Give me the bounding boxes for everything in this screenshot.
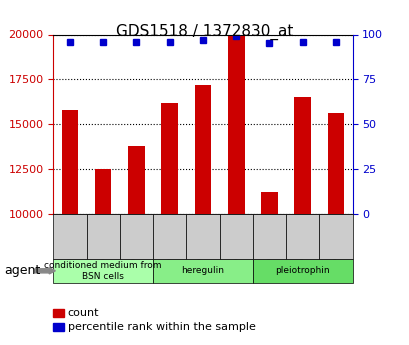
- Text: heregulin: heregulin: [181, 266, 224, 275]
- Text: percentile rank within the sample: percentile rank within the sample: [67, 322, 255, 332]
- Bar: [128, 146, 144, 345]
- Text: count: count: [67, 308, 99, 318]
- Text: conditioned medium from
BSN cells: conditioned medium from BSN cells: [44, 261, 162, 280]
- Bar: [161, 103, 178, 345]
- Bar: [261, 193, 277, 345]
- Text: GDS1518 / 1372830_at: GDS1518 / 1372830_at: [116, 24, 293, 40]
- Text: agent: agent: [4, 264, 40, 277]
- Bar: [327, 114, 344, 345]
- Bar: [294, 97, 310, 345]
- Bar: [194, 85, 211, 345]
- Bar: [94, 169, 111, 345]
- Bar: [61, 110, 78, 345]
- Text: pleiotrophin: pleiotrophin: [275, 266, 329, 275]
- Bar: [227, 36, 244, 345]
